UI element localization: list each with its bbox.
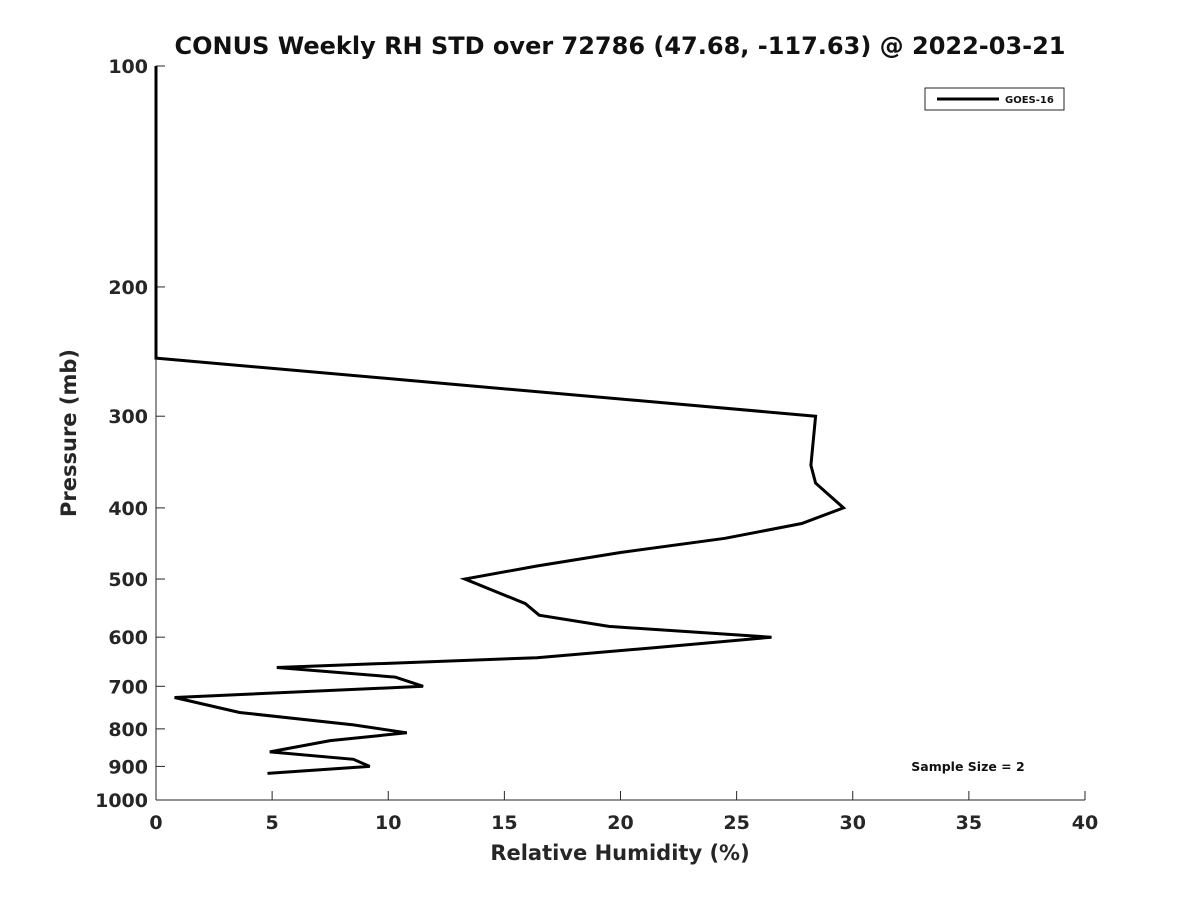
legend: GOES-16 [924,87,1065,111]
y-tick-label: 900 [108,756,148,778]
y-tick-label: 100 [108,56,148,78]
series-group [154,65,847,775]
y-tick-label: 200 [108,277,148,299]
x-tick-label: 25 [723,812,749,834]
x-axis-label: Relative Humidity (%) [490,841,749,865]
chart-title: CONUS Weekly RH STD over 72786 (47.68, -… [174,32,1065,60]
tick-marks: 0 5 10 15 20 25 30 35 40 100 200 300 400 500 600 700 800… [95,56,1098,834]
y-tick-label: 600 [108,627,148,649]
x-tick-label: 0 [149,812,162,834]
x-tick-label: 30 [840,812,866,834]
x-tick-label: 15 [491,812,517,834]
x-tick-label: 5 [266,812,279,834]
y-tick-label: 800 [108,719,148,741]
y-tick-label: 500 [108,569,148,591]
legend-label-goes-16: GOES-16 [1005,95,1054,106]
x-tick-label: 40 [1072,812,1098,834]
y-tick-label: 300 [108,406,148,428]
y-axis-label: Pressure (mb) [57,349,81,517]
y-tick-label: 1000 [95,790,148,812]
y-tick-label: 700 [108,676,148,698]
x-tick-label: 10 [375,812,401,834]
y-tick-label: 400 [108,498,148,520]
x-tick-label: 20 [607,812,633,834]
x-tick-label: 35 [956,812,982,834]
sample-size-annotation: Sample Size = 2 [911,759,1024,774]
